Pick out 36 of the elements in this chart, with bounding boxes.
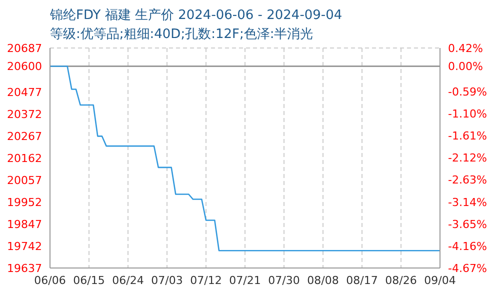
- y2-tick-label: -1.10%: [448, 108, 487, 121]
- y-tick-label: 20687: [7, 42, 42, 55]
- x-tick-label: 08/08: [307, 274, 339, 287]
- x-tick-label: 08/17: [346, 274, 378, 287]
- chart-subtitle: 等级:优等品;粗细:40D;孔数:12F;色泽:半消光: [50, 26, 314, 43]
- y2-tick-label: -2.12%: [448, 152, 487, 165]
- y2-tick-label: -3.14%: [448, 196, 487, 209]
- y-tick-label: 20600: [7, 60, 42, 74]
- y2-tick-label: -3.65%: [448, 218, 487, 231]
- y-tick-label: 19952: [7, 196, 42, 209]
- line-series: [50, 66, 440, 252]
- x-tick-label: 07/30: [268, 274, 300, 287]
- y2-tick-label: -2.63%: [448, 174, 487, 187]
- y-tick-label: 19847: [7, 218, 42, 231]
- x-tick-label: 07/03: [151, 274, 183, 287]
- x-tick-label: 06/15: [73, 274, 105, 287]
- x-tick-label: 07/12: [190, 274, 222, 287]
- y-tick-label: 20372: [7, 108, 42, 121]
- y-tick-label: 20477: [7, 86, 42, 99]
- y2-tick-label: -4.16%: [448, 240, 487, 253]
- y-tick-label: 19637: [7, 262, 42, 275]
- y2-tick-label: -1.61%: [448, 130, 487, 143]
- y2-tick-label: -0.59%: [448, 86, 487, 99]
- y2-tick-label: 0.42%: [448, 42, 483, 55]
- chart-title: 锦纶FDY 福建 生产价 2024-06-06 - 2024-09-04: [50, 7, 342, 24]
- y2-tick-label: 0.00%: [448, 60, 483, 74]
- x-tick-label: 07/21: [229, 274, 261, 287]
- y-tick-label: 19742: [7, 240, 42, 253]
- y2-tick-label: -4.67%: [448, 262, 487, 275]
- y-tick-label: 20057: [7, 174, 42, 187]
- y-tick-label: 20267: [7, 130, 42, 143]
- x-tick-label: 08/26: [385, 274, 417, 287]
- x-tick-label: 06/06: [34, 274, 66, 287]
- y-tick-label: 20162: [7, 152, 42, 165]
- x-tick-label: 06/24: [112, 274, 144, 287]
- x-tick-label: 09/04: [424, 274, 456, 287]
